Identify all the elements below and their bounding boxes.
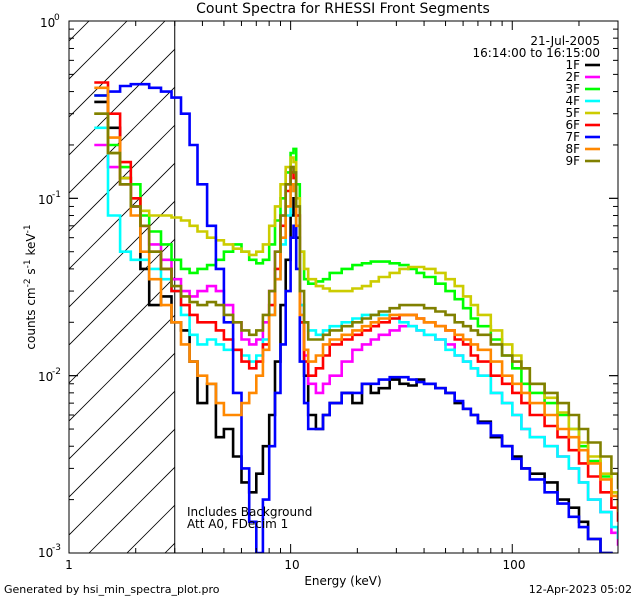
hatch-line <box>69 390 175 498</box>
hatch-line <box>69 21 90 42</box>
time-range-label: 16:14:00 to 16:15:00 <box>473 46 600 60</box>
svg-text:-2: -2 <box>52 367 61 377</box>
svg-text:-1: -1 <box>52 190 61 200</box>
hatch-line <box>69 200 175 308</box>
hatch-line <box>69 86 175 194</box>
legend-label-2F: 2F <box>565 70 580 84</box>
y-tick-label-1e-3: 10 -3 <box>38 543 61 560</box>
svg-text:0: 0 <box>54 13 60 23</box>
x-tick-label-1: 1 <box>65 558 73 572</box>
hatch-lines <box>69 21 175 553</box>
chart-title: Count Spectra for RHESSI Front Segments <box>196 1 490 17</box>
hatch-line <box>69 21 166 118</box>
hatch-line <box>69 314 175 422</box>
series-8F <box>94 86 618 513</box>
y-tick-label-1e0: 10 0 <box>40 13 60 30</box>
series-9F <box>94 112 618 489</box>
legend-label-1F: 1F <box>565 58 580 72</box>
date-label: 21-Jul-2005 <box>530 34 600 48</box>
generated-by-text: Generated by hsi_min_spectra_plot.pro <box>4 583 220 596</box>
legend-label-6F: 6F <box>565 118 580 132</box>
svg-text:-3: -3 <box>52 543 61 553</box>
legend-label-7F: 7F <box>565 130 580 144</box>
series-4F <box>94 126 618 539</box>
x-tick-label-10: 10 <box>284 558 299 572</box>
plot-frame <box>68 20 619 554</box>
series-6F <box>94 81 618 522</box>
y-tick-label-1e-1: 10 -1 <box>38 190 61 207</box>
series-group <box>94 81 618 553</box>
axis-ticks <box>68 20 619 554</box>
hatch-line <box>69 428 175 536</box>
svg-text:10: 10 <box>40 16 55 30</box>
legend-label-8F: 8F <box>565 142 580 156</box>
legend-label-5F: 5F <box>565 106 580 120</box>
legend-label-9F: 9F <box>565 154 580 168</box>
x-axis-label: Energy (keV) <box>304 574 381 588</box>
legend-label-3F: 3F <box>565 82 580 96</box>
x-tick-label-100: 100 <box>503 558 526 572</box>
hatched-region <box>69 21 176 553</box>
svg-text:10: 10 <box>38 193 53 207</box>
series-2F <box>94 143 618 546</box>
y-axis-label: counts cm-2 s-1 keV-1 <box>23 224 38 349</box>
svg-text:10: 10 <box>38 546 53 560</box>
hatch-line <box>69 48 175 156</box>
series-5F <box>94 112 618 508</box>
series-7F <box>94 82 613 553</box>
y-tick-label-1e-2: 10 -2 <box>38 367 61 384</box>
annotation-attenuator: Att A0, FDecim 1 <box>187 517 288 531</box>
hatch-line <box>69 238 175 346</box>
series-3F <box>94 94 618 508</box>
svg-text:10: 10 <box>38 370 53 384</box>
annotation-background: Includes Background <box>187 505 312 519</box>
legend-label-4F: 4F <box>565 94 580 108</box>
timestamp-text: 12-Apr-2023 05:02 <box>528 583 632 596</box>
